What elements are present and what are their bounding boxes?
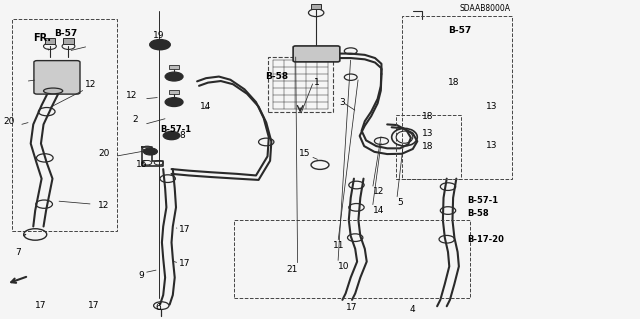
Text: 14: 14 [200,102,211,111]
Text: 20: 20 [3,117,15,126]
Text: 13: 13 [486,141,498,150]
Bar [12,19,117,231]
Text: 17: 17 [179,259,191,268]
Text: 10: 10 [338,262,349,271]
Text: B-57-1: B-57-1 [160,125,191,134]
Text: 15: 15 [299,149,310,158]
Bar [234,220,470,298]
Text: 18: 18 [448,78,460,87]
Bar [169,65,179,69]
Circle shape [165,72,183,81]
FancyBboxPatch shape [34,61,80,94]
Text: 11: 11 [333,241,344,250]
Text: 17: 17 [179,225,191,234]
Bar [169,90,179,94]
Bar [268,57,333,112]
Text: 18: 18 [422,112,434,121]
Text: 12: 12 [98,201,109,210]
Text: 4: 4 [410,305,415,314]
Bar [311,4,321,9]
FancyBboxPatch shape [293,46,340,62]
Text: B-58: B-58 [467,209,489,218]
Text: FR.: FR. [33,33,51,43]
Bar [63,38,74,44]
Text: 13: 13 [486,102,498,111]
Text: B-58: B-58 [265,72,288,81]
Bar [402,16,512,179]
Text: B-57: B-57 [448,26,471,35]
Text: B-57-1: B-57-1 [467,197,499,205]
Text: 19: 19 [153,31,164,40]
Circle shape [163,131,180,140]
Text: 17: 17 [35,301,47,310]
Text: 13: 13 [422,130,434,138]
Text: B-57: B-57 [54,29,77,38]
Text: 2: 2 [132,115,138,124]
Text: B-17-20: B-17-20 [467,235,504,244]
Text: 16: 16 [136,160,147,169]
Text: 7: 7 [15,248,21,256]
Circle shape [150,40,170,50]
Text: 17: 17 [88,301,100,310]
Text: 14: 14 [372,206,384,215]
Text: 12: 12 [372,187,384,196]
Text: 3: 3 [339,98,345,107]
Text: 21: 21 [286,265,298,274]
Bar [45,38,55,44]
Text: 12: 12 [126,91,138,100]
Text: 20: 20 [99,149,110,158]
Text: 6: 6 [156,303,161,312]
Text: 17: 17 [346,303,357,312]
Bar [396,115,461,179]
Circle shape [165,98,183,107]
Text: 8: 8 [179,131,185,140]
Text: 18: 18 [422,142,434,151]
Text: 12: 12 [85,80,97,89]
Text: 5: 5 [397,198,403,207]
Text: 1: 1 [314,78,319,87]
Text: 9: 9 [138,271,144,280]
Circle shape [143,148,157,155]
Text: SDAAB8000A: SDAAB8000A [460,4,511,13]
Ellipse shape [44,88,63,94]
